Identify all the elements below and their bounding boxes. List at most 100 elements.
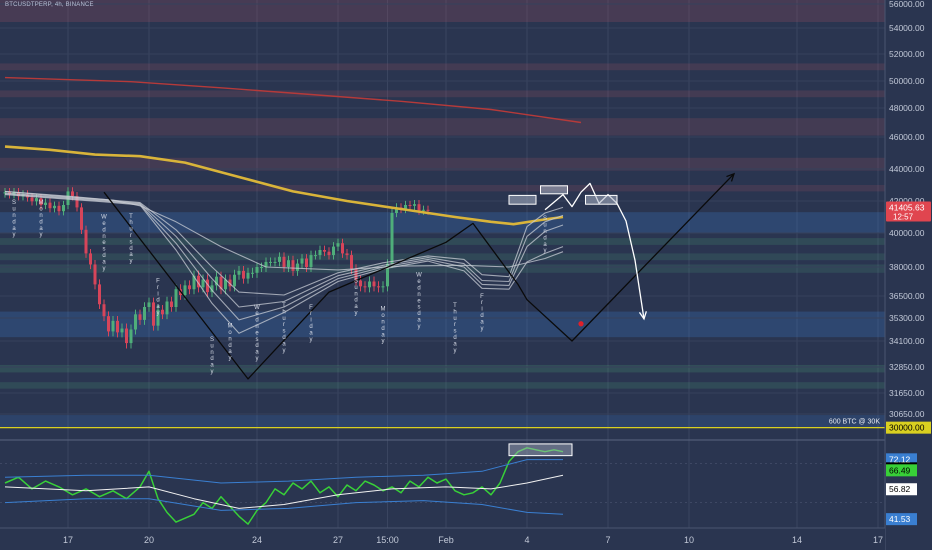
- ema-long-line: [4, 145, 564, 226]
- candle-body: [260, 267, 263, 268]
- candle-body: [35, 198, 38, 202]
- price-tick-label: 48000.00: [889, 103, 925, 113]
- price-tick-label: 44000.00: [889, 164, 925, 174]
- candle-body: [386, 263, 389, 287]
- candle-body: [44, 202, 47, 205]
- price-zone: [0, 63, 885, 71]
- price-tick-label: 50000.00: [889, 76, 925, 86]
- time-tick-label: 7: [605, 535, 610, 545]
- level-annotation: 600 BTC @ 30K: [829, 419, 880, 426]
- candle-body: [426, 209, 430, 211]
- candles: [3, 187, 430, 349]
- candle-body: [381, 286, 385, 288]
- candle-body: [408, 205, 412, 206]
- candle-body: [300, 258, 304, 264]
- candle-body: [318, 250, 322, 256]
- level-price-label: 30000.00: [889, 423, 925, 433]
- rsi-annotation-box: [508, 443, 573, 457]
- candle-body: [201, 279, 205, 288]
- candle-body: [323, 250, 326, 252]
- candle-body: [309, 255, 313, 267]
- candle-body: [336, 243, 340, 247]
- current-price-label: 41405.63: [889, 203, 925, 213]
- candle-body: [71, 191, 74, 197]
- rsi-value-badge: [886, 464, 917, 477]
- price-tick-label: 35300.00: [889, 313, 925, 323]
- candle-body: [107, 316, 110, 332]
- candle-body: [354, 268, 358, 281]
- candle-body: [246, 272, 250, 279]
- time-axis: 17 20 24 27 15:00 Feb 4 7 10 14 17: [0, 527, 885, 550]
- candle-body: [84, 229, 88, 254]
- candle-body: [237, 270, 241, 275]
- candle-body: [57, 205, 61, 212]
- candle-body: [161, 309, 164, 315]
- price-zone: [0, 238, 885, 245]
- candle-body: [152, 302, 155, 326]
- ribbon-line: [4, 190, 564, 296]
- candle-body: [111, 320, 115, 332]
- price-zone: [0, 382, 885, 389]
- candle-body: [264, 261, 268, 267]
- price-zone: [0, 0, 885, 23]
- projection-path-black-arrowhead: [726, 172, 736, 182]
- price-zone: [0, 364, 885, 373]
- level-price-badge: [886, 421, 931, 434]
- price-axis: 56000.00 54000.00 52000.00 50000.00 48000.00…: [884, 0, 932, 550]
- candle-body: [395, 207, 398, 213]
- candle-body: [53, 205, 56, 209]
- candle-body: [102, 304, 106, 317]
- candle-body: [129, 329, 133, 344]
- price-tick-label: 46000.00: [889, 132, 925, 142]
- price-zones: [0, 0, 885, 428]
- price-tick-label: 36500.00: [889, 291, 925, 301]
- rsi-value-label: 66.49: [889, 465, 911, 475]
- candle-body: [314, 255, 317, 257]
- candle-body: [224, 279, 227, 290]
- candle-body: [278, 256, 281, 262]
- rsi-value-badge: [886, 483, 917, 496]
- candle-body: [48, 202, 52, 209]
- candle-body: [296, 263, 299, 271]
- time-tick-label: 24: [252, 535, 262, 545]
- ribbon-line: [4, 190, 564, 271]
- candle-body: [228, 279, 232, 287]
- rsi-value-badge: [886, 513, 917, 526]
- candle-body: [147, 302, 151, 307]
- price-zone: [0, 212, 885, 233]
- price-tick-label: 38000.00: [889, 262, 925, 272]
- candle-body: [282, 256, 286, 267]
- annotation-box: [508, 194, 537, 205]
- price-countdown: 12:57: [893, 213, 914, 222]
- candle-body: [197, 275, 200, 288]
- candle-body: [422, 209, 425, 211]
- candle-body: [341, 243, 344, 254]
- rsi-pane: [0, 439, 885, 525]
- candle-body: [332, 246, 335, 256]
- candle-body: [242, 270, 245, 279]
- candle-body: [188, 285, 191, 290]
- candle-body: [350, 255, 353, 269]
- candle-body: [3, 192, 7, 194]
- candle-body: [89, 253, 92, 265]
- time-axis-background: [0, 528, 885, 550]
- price-zone: [0, 264, 885, 273]
- price-tick-label: 32850.00: [889, 362, 925, 372]
- ema-far-line: [4, 76, 582, 124]
- candle-body: [120, 328, 124, 333]
- candle-body: [174, 289, 178, 307]
- candle-body: [93, 264, 97, 285]
- candle-body: [255, 267, 259, 273]
- rsi-upper-band: [4, 459, 563, 484]
- candle-body: [368, 281, 371, 288]
- ribbon-line: [4, 192, 564, 308]
- candle-body: [134, 314, 137, 330]
